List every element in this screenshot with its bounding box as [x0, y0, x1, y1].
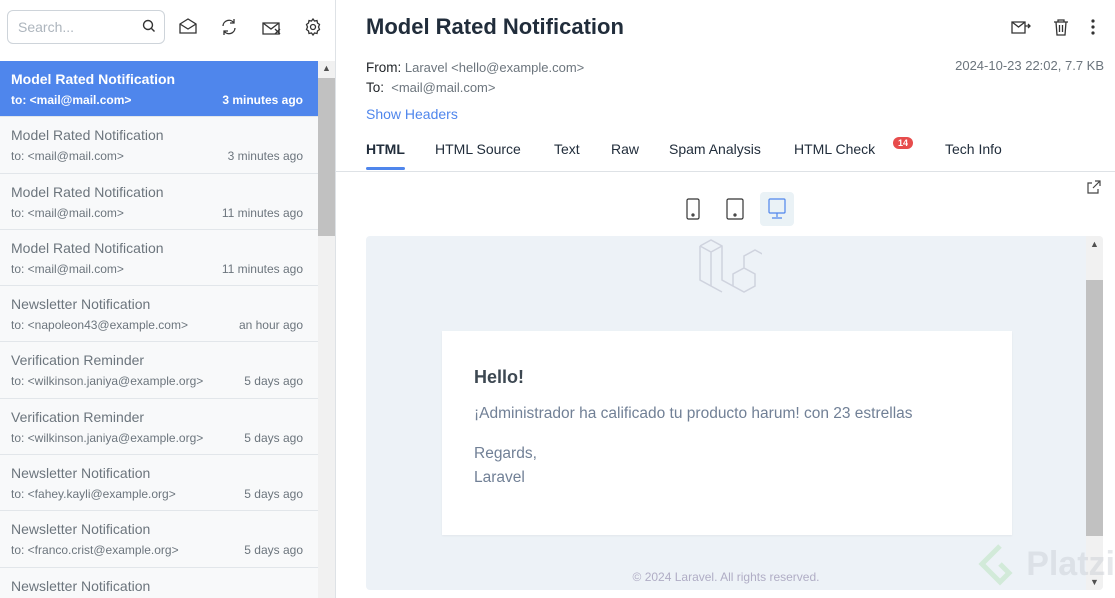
- tab-html[interactable]: HTML: [366, 141, 405, 170]
- html-check-badge: 14: [893, 137, 914, 149]
- message-list-scrollbar[interactable]: ▲: [318, 61, 335, 598]
- message-subject: Model Rated Notification: [11, 71, 176, 87]
- tab-raw[interactable]: Raw: [611, 141, 640, 157]
- message-view: Model Rated Notification From: Laravel <…: [336, 0, 1115, 598]
- message-recipient: to: <napoleon43@example.com>: [11, 318, 188, 333]
- message-list-item[interactable]: Model Rated Notification to: <mail@mail.c…: [0, 173, 318, 230]
- refresh-icon[interactable]: [220, 18, 238, 41]
- message-subject: Model Rated Notification: [11, 239, 164, 256]
- laravel-logo-icon: [696, 236, 767, 307]
- to-label: To:: [366, 80, 385, 95]
- phone-view-icon[interactable]: [676, 192, 710, 226]
- message-recipient: to: <wilkinson.janiya@example.org>: [11, 430, 204, 445]
- message-recipient: to: <mail@mail.com>: [11, 261, 124, 276]
- search-icon[interactable]: [142, 19, 156, 38]
- message-subject: Newsletter Notification: [11, 465, 151, 482]
- message-headers: From: Laravel <hello@example.com> To: <m…: [366, 58, 584, 98]
- message-time: an hour ago: [238, 318, 303, 333]
- scroll-down-icon[interactable]: ▼: [1090, 577, 1099, 587]
- message-subject: Newsletter Notification: [11, 577, 151, 594]
- email-card: Hello! ¡Administrador ha calificado tu p…: [442, 331, 1012, 535]
- release-message-icon[interactable]: [1011, 19, 1031, 40]
- message-time: 3 minutes ago: [227, 149, 303, 164]
- scrollbar-thumb[interactable]: [318, 78, 335, 236]
- message-list: Model Rated Notification to: <mail@mail.c…: [0, 61, 318, 598]
- message-subject: Verification Reminder: [11, 352, 145, 369]
- message-recipient: to: <mail@mail.com>: [11, 149, 124, 164]
- message-recipient: to: <wilkinson.janiya@example.org>: [11, 374, 204, 389]
- message-tabs: HTML HTML Source Text Raw Spam Analysis …: [336, 137, 1115, 172]
- message-time: 11 minutes ago: [221, 205, 303, 220]
- tablet-view-icon[interactable]: [718, 192, 752, 226]
- mark-read-icon[interactable]: [179, 18, 197, 39]
- message-list-item[interactable]: Newsletter Notification to: <franco.crist…: [0, 511, 318, 568]
- message-recipient: to: <mail@mail.com>: [11, 93, 132, 107]
- message-list-item[interactable]: Newsletter Notification: [0, 567, 318, 598]
- message-subject: Verification Reminder: [11, 408, 145, 425]
- message-subject: Newsletter Notification: [11, 521, 151, 538]
- message-list-item[interactable]: Model Rated Notification to: <mail@mail.c…: [0, 229, 318, 287]
- message-subject: Newsletter Notification: [11, 296, 151, 313]
- message-recipient: to: <mail@mail.com>: [11, 205, 124, 220]
- watermark-text: Platzi: [1026, 544, 1115, 583]
- from-address: Laravel <hello@example.com>: [404, 60, 585, 75]
- open-external-icon[interactable]: [1087, 180, 1101, 199]
- tab-html-source[interactable]: HTML Source: [435, 141, 521, 157]
- show-headers-link[interactable]: Show Headers: [366, 106, 458, 122]
- email-greeting: Hello!: [474, 367, 525, 387]
- message-subject: Model Rated Notification: [11, 127, 164, 144]
- email-signature: Laravel: [474, 469, 525, 486]
- preview-scrollbar[interactable]: ▲ ▼: [1086, 236, 1103, 590]
- message-list-item[interactable]: Verification Reminder to: <wilkinson.jani…: [0, 342, 318, 399]
- email-body: ¡Administrador ha calificado tu producto…: [474, 405, 913, 422]
- desktop-view-icon[interactable]: [760, 192, 794, 226]
- delete-all-icon[interactable]: [262, 18, 282, 41]
- to-address: <mail@mail.com>: [391, 80, 496, 95]
- platzi-watermark: Platzi: [978, 542, 1115, 586]
- message-list-item[interactable]: Verification Reminder to: <wilkinson.jani…: [0, 398, 318, 456]
- message-subject: Model Rated Notification: [11, 183, 164, 200]
- scroll-up-icon[interactable]: ▲: [322, 63, 331, 73]
- message-recipient: to: <franco.crist@example.org>: [11, 543, 179, 558]
- scrollbar-thumb[interactable]: [1086, 280, 1103, 536]
- tab-html-check[interactable]: HTML Check 14: [794, 137, 914, 157]
- message-time: 5 days ago: [244, 487, 303, 502]
- message-list-item[interactable]: Model Rated Notification to: <mail@mail.c…: [0, 117, 318, 174]
- message-time: 5 days ago: [244, 543, 303, 558]
- sidebar-toolbar: [0, 0, 335, 61]
- tab-tech-info[interactable]: Tech Info: [945, 141, 1002, 157]
- email-preview: Hello! ¡Administrador ha calificado tu p…: [366, 236, 1103, 590]
- search-box[interactable]: [7, 10, 165, 44]
- scroll-up-icon[interactable]: ▲: [1090, 239, 1099, 249]
- tab-html-check-label: HTML Check: [794, 141, 876, 157]
- message-time: 5 days ago: [244, 374, 303, 389]
- delete-trash-icon[interactable]: [1053, 18, 1069, 41]
- tab-spam-analysis[interactable]: Spam Analysis: [669, 141, 761, 157]
- tab-text[interactable]: Text: [554, 141, 580, 157]
- search-input[interactable]: [18, 19, 138, 35]
- date-size: 2024-10-23 22:02, 7.7 KB: [955, 58, 1104, 73]
- message-time: 3 minutes ago: [222, 93, 303, 107]
- message-time: 11 minutes ago: [221, 261, 303, 276]
- from-label: From:: [366, 60, 402, 75]
- message-list-item[interactable]: Newsletter Notification to: <fahey.kayli@…: [0, 455, 318, 512]
- message-time: 5 days ago: [244, 430, 303, 445]
- more-options-icon[interactable]: [1091, 19, 1095, 40]
- message-list-item[interactable]: Newsletter Notification to: <napoleon43@e…: [0, 286, 318, 343]
- message-list-item[interactable]: Model Rated Notification to: <mail@mail.c…: [0, 61, 318, 118]
- email-regards: Regards,: [474, 445, 537, 462]
- sidebar: Model Rated Notification to: <mail@mail.c…: [0, 0, 336, 598]
- settings-gear-icon[interactable]: [304, 17, 322, 41]
- message-subject: Model Rated Notification: [366, 14, 624, 39]
- email-footer: © 2024 Laravel. All rights reserved.: [632, 570, 820, 584]
- message-recipient: to: <fahey.kayli@example.org>: [11, 487, 176, 502]
